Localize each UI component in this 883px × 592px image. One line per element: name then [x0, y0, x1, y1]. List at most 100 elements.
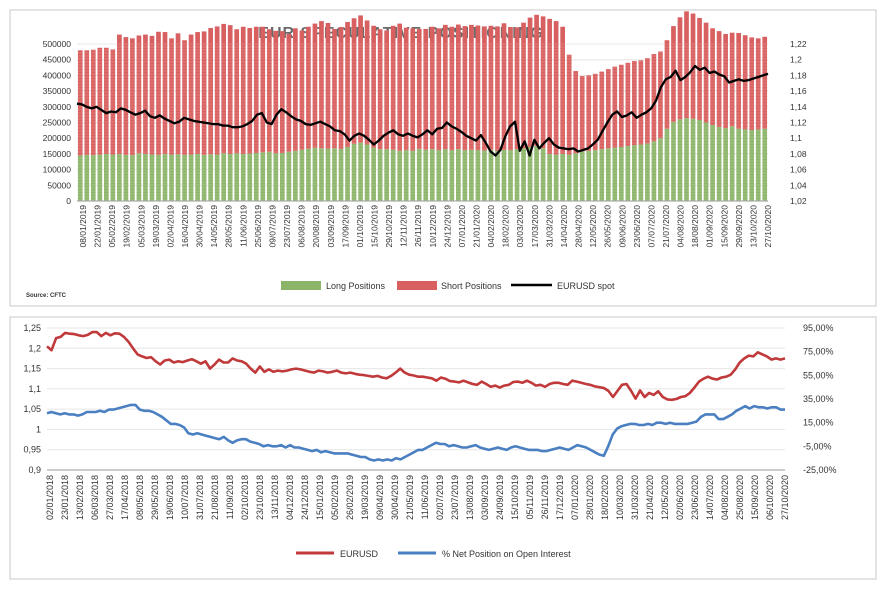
bar-short — [456, 24, 461, 150]
x-tick-label: 18/02/2020 — [501, 205, 511, 248]
x-tick-label: 23/01/2018 — [60, 475, 70, 520]
y-tick-right: 95,00% — [803, 323, 834, 333]
bar-short — [729, 32, 735, 127]
series-line-eurusd-spot — [76, 64, 769, 157]
bar-long — [227, 153, 233, 201]
x-tick-label: 17/09/2019 — [340, 205, 350, 248]
bar-short — [247, 27, 253, 154]
bar-long — [416, 148, 422, 201]
bar-long — [364, 144, 370, 201]
bar-long — [599, 149, 605, 201]
x-tick-label: 29/09/2020 — [734, 205, 744, 248]
x-tick-label: 10/12/2019 — [428, 205, 438, 248]
bar-short — [123, 37, 129, 155]
bar-long — [351, 143, 357, 201]
x-tick-label: 30/04/2019 — [390, 475, 400, 520]
x-tick-label: 24/12/2018 — [300, 475, 310, 520]
x-tick-label: 09/07/2019 — [268, 205, 278, 248]
bar-long — [123, 154, 129, 201]
bar-short — [547, 18, 552, 154]
x-tick-label: 18/08/2020 — [690, 205, 700, 248]
x-tick-label: 23/07/2019 — [282, 205, 292, 248]
y-tick-left: 1,25 — [23, 323, 41, 333]
bar-long — [501, 149, 507, 201]
x-tick-label: 24/09/2019 — [495, 475, 505, 520]
y-tick-left: 0 — [66, 196, 71, 206]
x-tick-label: 13/02/2018 — [75, 475, 85, 520]
bar-short — [201, 31, 207, 155]
bar-short — [534, 14, 539, 147]
y-tick-left: 150000 — [43, 149, 72, 159]
x-tick-label: 27/10/2020 — [763, 205, 773, 248]
x-tick-label: 10/07/2018 — [180, 475, 190, 520]
bar-long — [527, 146, 533, 201]
bar-long — [266, 151, 272, 201]
bar-long — [742, 129, 748, 201]
x-tick-label: 13/11/2018 — [270, 475, 280, 519]
x-tick-label: 16/04/2019 — [180, 205, 190, 248]
bar-short — [521, 22, 526, 149]
x-tick-label: 02/01/2018 — [45, 475, 55, 520]
bar-short — [227, 25, 233, 154]
x-tick-label: 10/03/2020 — [615, 475, 625, 520]
bar-short — [410, 28, 416, 151]
bar-long — [638, 144, 644, 201]
bar-long — [566, 154, 572, 201]
x-tick-label: 26/11/2019 — [413, 205, 423, 247]
bar-short — [390, 25, 396, 150]
bar-long — [240, 153, 246, 201]
x-tick-label: 26/02/2019 — [345, 475, 355, 520]
x-tick-label: 07/07/2020 — [646, 205, 656, 248]
bar-short — [175, 33, 181, 155]
y-tick-right: 1,18 — [790, 70, 807, 80]
bar-short — [658, 51, 663, 139]
bar-long — [162, 153, 168, 201]
bar-long — [547, 153, 552, 201]
bar-short — [182, 40, 187, 155]
bar-long — [456, 149, 461, 201]
x-tick-label: 04/08/2020 — [720, 475, 730, 520]
bar-short — [429, 26, 435, 150]
y-tick-right: 1,1 — [790, 133, 802, 143]
x-tick-label: 21/01/2020 — [472, 205, 482, 248]
x-tick-label: 12/05/2020 — [660, 475, 670, 520]
bar-short — [566, 54, 572, 155]
bar-short — [371, 25, 376, 148]
x-tick-label: 06/10/2020 — [765, 475, 775, 520]
x-tick-label: 14/05/2019 — [209, 205, 219, 248]
bar-long — [690, 118, 696, 201]
bar-short — [188, 34, 194, 155]
x-tick-label: 23/10/2018 — [255, 475, 265, 520]
legend-label-net: % Net Position on Open Interest — [442, 549, 571, 559]
bar-short — [143, 34, 148, 154]
bar-short — [195, 32, 200, 154]
bar-long — [403, 150, 409, 201]
y-tick-left: 500000 — [43, 39, 72, 49]
y-tick-left: 1 — [36, 424, 41, 434]
bar-long — [612, 147, 618, 201]
bar-long — [279, 152, 285, 201]
x-tick-label: 05/03/2019 — [136, 205, 146, 248]
bar-long — [716, 126, 722, 201]
bar-short — [214, 26, 220, 155]
legend-label-spot: EURUSD spot — [557, 281, 615, 291]
x-tick-label: 02/10/2018 — [240, 475, 250, 520]
bar-long — [208, 154, 213, 201]
bar-long — [423, 149, 429, 201]
x-tick-label: 17/03/2020 — [530, 205, 540, 248]
bar-short — [592, 73, 598, 151]
bar-long — [103, 153, 109, 201]
x-tick-label: 18/02/2020 — [600, 475, 610, 520]
y-tick-right: 1,02 — [790, 196, 807, 206]
bar-long — [723, 128, 728, 201]
bar-long — [117, 153, 122, 201]
x-tick-label: 28/01/2020 — [585, 475, 595, 520]
bar-short — [684, 11, 689, 119]
x-tick-label: 21/08/2018 — [210, 475, 220, 520]
y-tick-left: 1,05 — [23, 404, 41, 414]
y-tick-right: 1,04 — [790, 180, 807, 190]
y-tick-left: 100000 — [43, 165, 72, 175]
x-tick-label: 11/06/2019 — [420, 475, 430, 519]
bar-short — [508, 27, 513, 151]
